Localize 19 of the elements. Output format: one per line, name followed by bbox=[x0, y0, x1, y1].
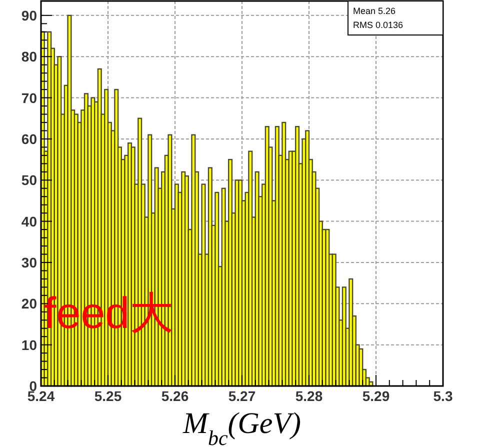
x-tick-label: 5.26 bbox=[161, 388, 189, 404]
y-tick-label: 50 bbox=[21, 172, 38, 188]
y-tick-label: 30 bbox=[21, 254, 38, 270]
x-tick-label: 5.25 bbox=[94, 388, 122, 404]
y-tick-label: 90 bbox=[21, 7, 38, 24]
x-tick-label: 5.28 bbox=[295, 388, 323, 404]
y-tick-label: 40 bbox=[21, 213, 38, 230]
y-tick-label: 80 bbox=[21, 48, 38, 65]
annotation: Mean 5.26 bbox=[353, 6, 396, 16]
y-tick-label: 10 bbox=[21, 336, 38, 353]
y-tick-label: 60 bbox=[21, 130, 38, 147]
legend-statsbox: Mean 5.26 RMS 0.0136 bbox=[348, 0, 444, 36]
y-tick-label: 20 bbox=[21, 296, 38, 312]
x-axis-title: M$_{bc}$(GeV) bbox=[182, 407, 302, 447]
annotation: RMS 0.0136 bbox=[353, 20, 404, 30]
x-tick-label: 5.27 bbox=[228, 388, 256, 404]
x-tick-label: 5.29 bbox=[362, 388, 390, 404]
y-tick-label: 70 bbox=[21, 90, 38, 106]
x-tick-label: 5.3 bbox=[433, 388, 453, 404]
